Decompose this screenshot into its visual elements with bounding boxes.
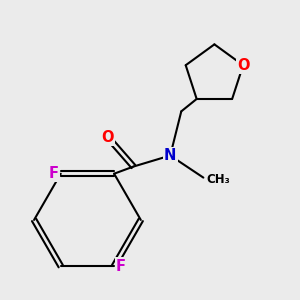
Text: O: O (237, 58, 249, 73)
Text: N: N (164, 148, 176, 163)
Text: F: F (116, 259, 126, 274)
Text: O: O (101, 130, 114, 145)
Text: CH₃: CH₃ (206, 173, 230, 186)
Text: F: F (49, 166, 59, 181)
